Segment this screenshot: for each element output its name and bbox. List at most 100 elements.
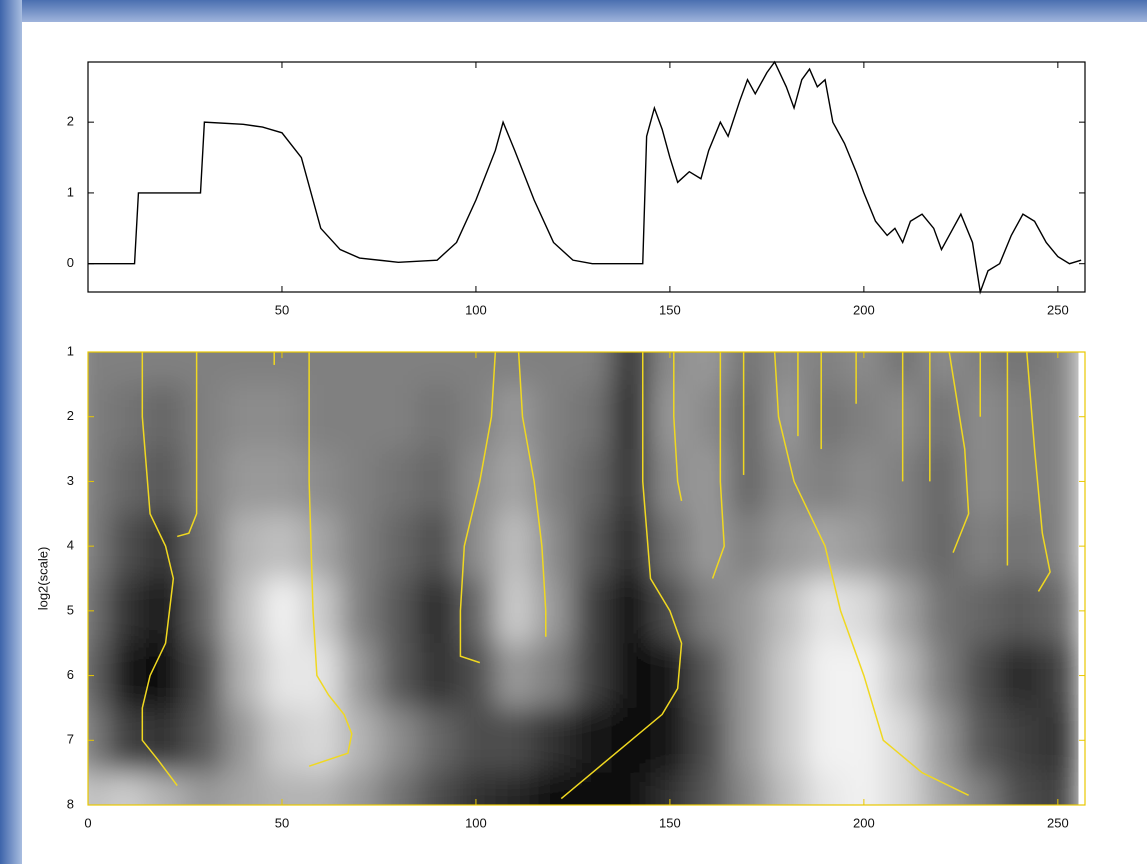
heatmap-cell [456, 707, 497, 774]
heatmap-cell [728, 707, 768, 774]
heatmap-cell [88, 513, 109, 580]
heatmap-cell [184, 513, 225, 580]
heatmap-cell [107, 772, 148, 805]
heatmap-cell [301, 513, 342, 580]
slide-band [0, 0, 22, 864]
heatmap-cell [301, 578, 342, 645]
y-axis-label: log2(scale) [35, 547, 50, 611]
heatmap-cell [146, 352, 186, 386]
heatmap-cell [572, 643, 613, 709]
heatmap-cell [999, 352, 1040, 386]
heatmap-cell [611, 513, 652, 580]
heatmap-cell [572, 352, 613, 386]
y-tick-label: 8 [67, 796, 74, 811]
heatmap-cell [922, 578, 962, 645]
heatmap-cell [262, 707, 303, 774]
heatmap-cell [766, 643, 807, 709]
heatmap-cell [417, 707, 458, 774]
heatmap-cell [1038, 578, 1079, 645]
heatmap-cell [534, 643, 574, 709]
x-tick-label: 150 [659, 815, 681, 830]
heatmap-cell [340, 772, 380, 805]
maxima-line [711, 352, 725, 579]
heatmap-cell [650, 513, 691, 580]
heatmap-cell [495, 384, 536, 451]
heatmap-cell [611, 352, 652, 386]
heatmap-cell [184, 643, 225, 709]
heatmap-cell [495, 643, 536, 709]
heatmap-cell [534, 578, 574, 645]
heatmap-cell [107, 352, 148, 386]
heatmap-cell [417, 578, 458, 645]
maxima-line [308, 352, 353, 767]
heatmap-cell [146, 449, 186, 515]
heatmap-cell [922, 352, 962, 386]
heatmap-cell [999, 384, 1040, 451]
maxima-line [1026, 352, 1051, 592]
heatmap-cell [223, 384, 264, 451]
heatmap-cell [88, 772, 109, 805]
heatmap-cell [495, 772, 536, 805]
heatmap-cell [960, 578, 1001, 645]
heatmap-cell [766, 384, 807, 451]
heatmap-cell [650, 643, 691, 709]
heatmap-cell [223, 449, 264, 515]
heatmap-cell [456, 643, 497, 709]
heatmap-cell [805, 384, 846, 451]
heatmap-cell [611, 449, 652, 515]
heatmap-cell [611, 772, 652, 805]
heatmap-cell [301, 772, 342, 805]
heatmap-cell [728, 352, 768, 386]
y-tick-label: 0 [67, 255, 74, 270]
y-tick-label: 6 [67, 667, 74, 682]
heatmap-cell [340, 384, 380, 451]
heatmap-cell [922, 384, 962, 451]
heatmap-cell [534, 449, 574, 515]
heatmap-cell [262, 578, 303, 645]
heatmap-cell [88, 578, 109, 645]
y-tick-label: 1 [67, 184, 74, 199]
heatmap-cell [495, 352, 536, 386]
heatmap-cell [999, 772, 1040, 805]
heatmap-cell [766, 707, 807, 774]
heatmap-cell [689, 578, 730, 645]
heatmap-cell [301, 449, 342, 515]
heatmap-cell [1038, 449, 1079, 515]
y-tick-label: 7 [67, 732, 74, 747]
maxima-line [459, 352, 497, 664]
plot-frame [87, 351, 1086, 806]
heatmap-cell [223, 772, 264, 805]
heatmap-cell [883, 513, 924, 580]
heatmap-cell [146, 643, 186, 709]
heatmap-cell [340, 643, 380, 709]
heatmap-cell [417, 513, 458, 580]
heatmap-cell [572, 707, 613, 774]
heatmap-cell [534, 772, 574, 805]
heatmap-cell [766, 513, 807, 580]
heatmap-cell [805, 772, 846, 805]
heatmap-cell [417, 449, 458, 515]
heatmap-cell [417, 352, 458, 386]
heatmap-cell [456, 578, 497, 645]
heatmap-cell [572, 578, 613, 645]
y-tick-label: 2 [67, 114, 74, 129]
heatmap-cell [689, 772, 730, 805]
heatmap-cell [223, 578, 264, 645]
maxima-line [773, 352, 969, 796]
heatmap-cell [844, 449, 885, 515]
heatmap-cell [844, 384, 885, 451]
heatmap-cell [611, 384, 652, 451]
heatmap-cell [456, 384, 497, 451]
heatmap-cell [223, 643, 264, 709]
heatmap-cell [378, 352, 419, 386]
heatmap-cell [495, 449, 536, 515]
heatmap-cell [301, 384, 342, 451]
heatmap-cell [417, 772, 458, 805]
heatmap-cell [766, 449, 807, 515]
heatmap-cell [378, 384, 419, 451]
heatmap-cell [728, 449, 768, 515]
heatmap-cell [88, 707, 109, 774]
heatmap-cell [340, 513, 380, 580]
heatmap-cell [572, 449, 613, 515]
heatmap-cell [883, 707, 924, 774]
